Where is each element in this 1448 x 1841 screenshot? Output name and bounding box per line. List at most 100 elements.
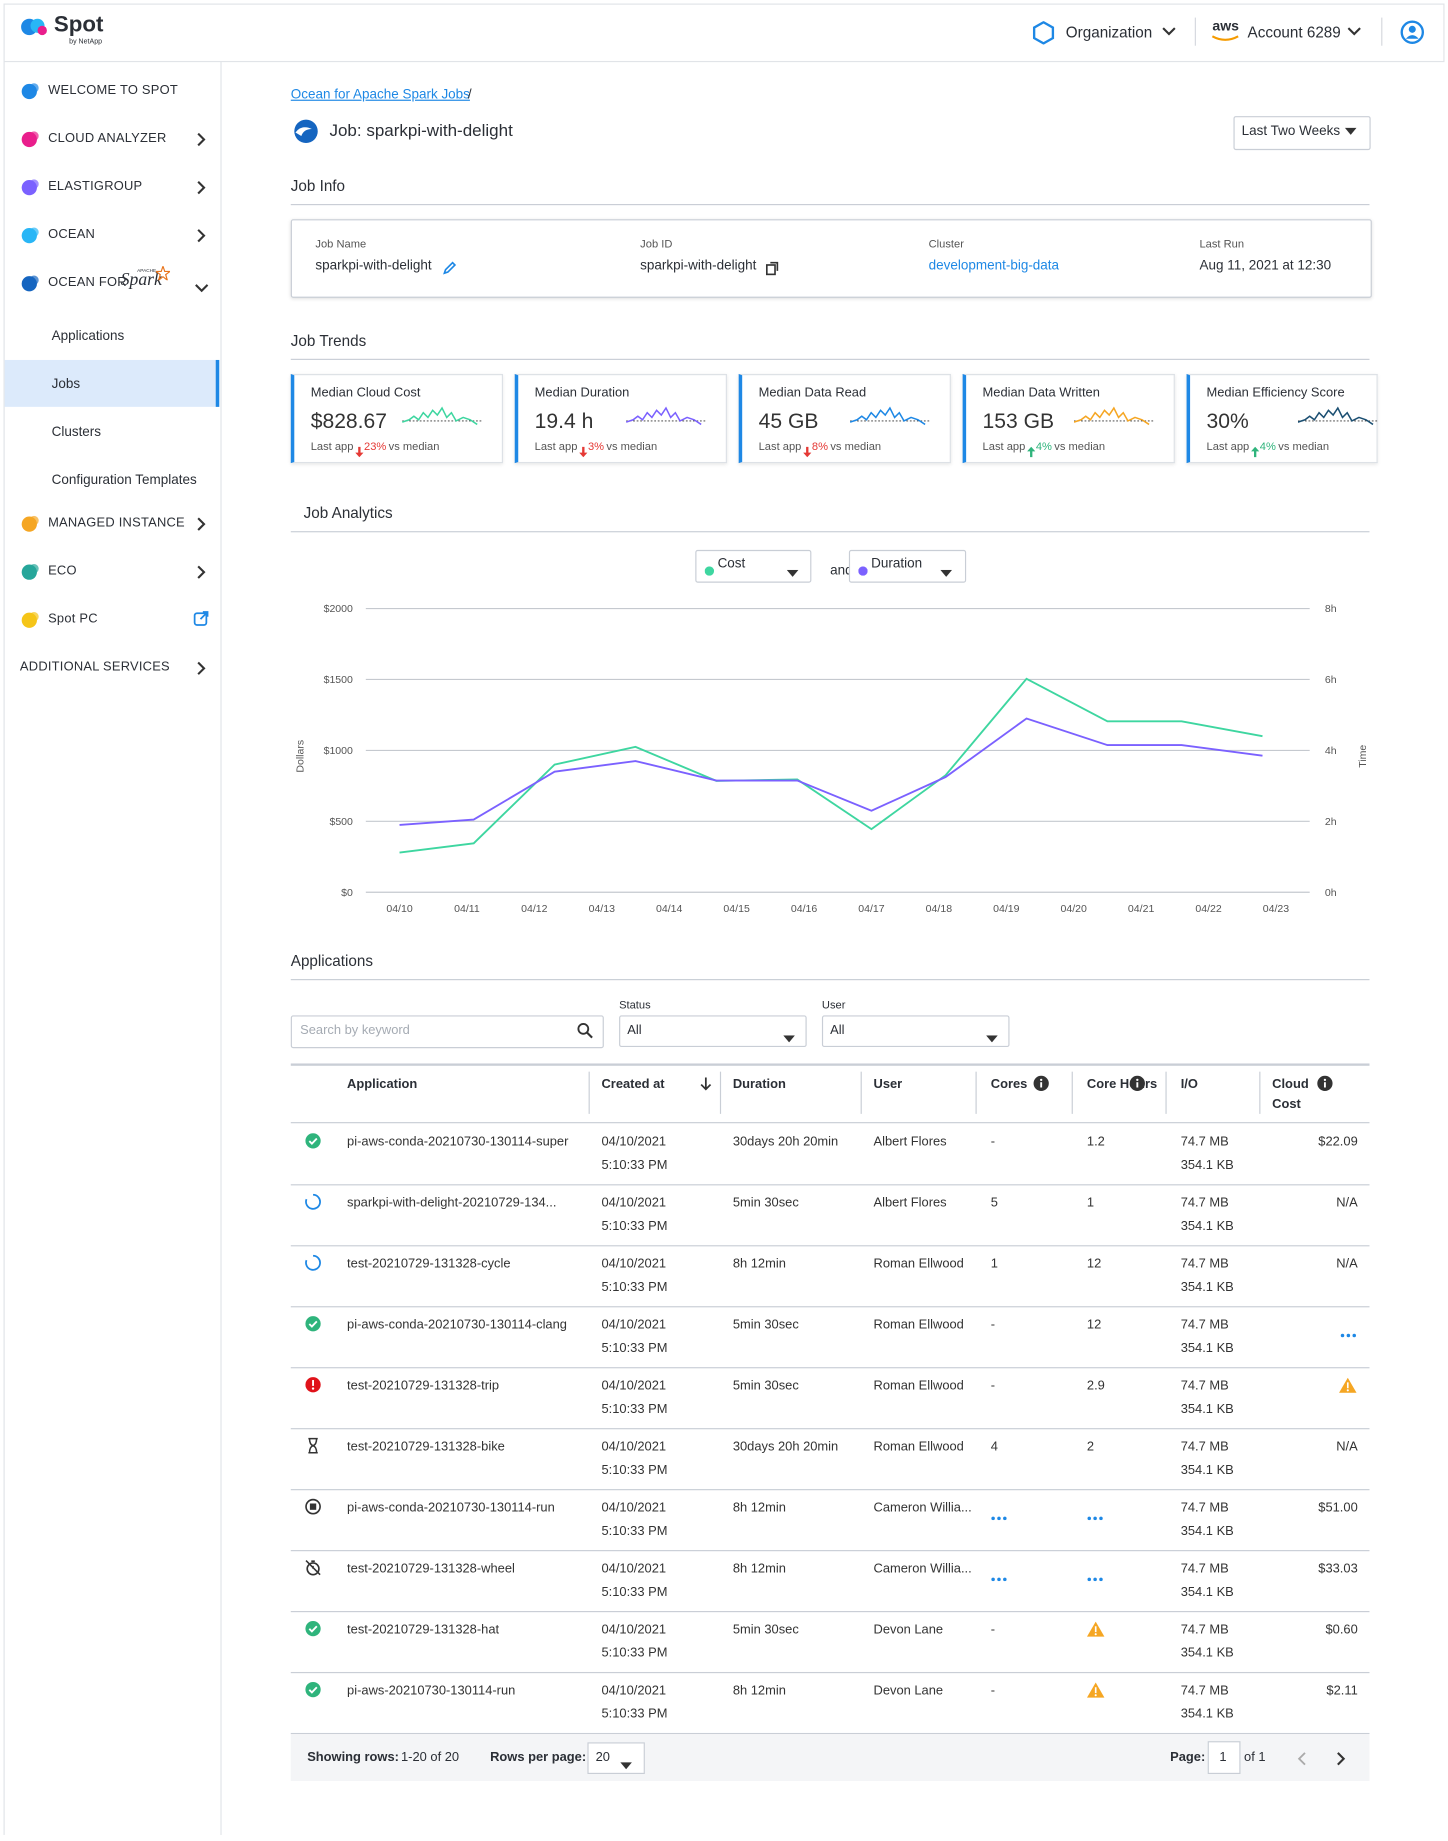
- table-cell: 74.7 MB: [1180, 1378, 1229, 1393]
- nav-item[interactable]: MANAGED INSTANCE: [48, 515, 185, 530]
- nav-item[interactable]: CLOUD ANALYZER: [48, 131, 167, 146]
- table-cell: test-20210729-131328-cycle: [347, 1256, 511, 1271]
- table-cell: pi-aws-conda-20210730-130114-super: [347, 1134, 569, 1150]
- table-cell: pi-aws-conda-20210730-130114-clang: [347, 1317, 567, 1332]
- y2-tick-label: 2h: [1325, 816, 1337, 828]
- table-cell: test-20210729-131328-bike: [347, 1439, 505, 1454]
- x-tick-label: 04/15: [723, 903, 750, 915]
- range-select[interactable]: [1233, 116, 1371, 151]
- column-header: Cloud Cost: [1272, 1077, 1309, 1112]
- org-selector[interactable]: Organization: [1065, 23, 1153, 42]
- prev-page: [1297, 1751, 1306, 1772]
- chevron: [197, 227, 206, 248]
- org-icon: [1032, 21, 1055, 45]
- nav-item[interactable]: ADDITIONAL SERVICES: [19, 660, 170, 675]
- table-cell: 12: [1086, 1256, 1102, 1271]
- card-change: 3%: [587, 440, 605, 454]
- trend-arrow: [1027, 442, 1036, 463]
- spark-logo: Spark: [120, 270, 162, 290]
- nav-sub-item[interactable]: Jobs: [51, 377, 81, 392]
- breadcrumb[interactable]: Ocean for Apache Spark Jobs: [290, 87, 470, 103]
- status-icon: [305, 1559, 321, 1581]
- table-cell: 74.7 MB: [1180, 1683, 1229, 1698]
- table-cell: N/A: [1336, 1439, 1358, 1454]
- warning-icon: [1338, 1377, 1357, 1399]
- filter-select[interactable]: [619, 1015, 807, 1048]
- table-cell: 354.1 KB: [1180, 1402, 1234, 1417]
- table-cell: 8h 12min: [732, 1500, 786, 1515]
- metric-select[interactable]: [695, 549, 812, 583]
- logo-icon: [21, 18, 47, 36]
- page-input[interactable]: [1207, 1741, 1241, 1774]
- col-divider: [719, 1071, 722, 1114]
- filter-select[interactable]: [821, 1015, 1010, 1048]
- column-header: User: [873, 1077, 903, 1092]
- table-cell: 04/10/2021: [601, 1622, 667, 1637]
- metric-select[interactable]: [848, 549, 967, 583]
- page-title: Job: sparkpi-with-delight: [329, 121, 513, 141]
- card-value: 45 GB: [758, 409, 819, 433]
- y-tick-label: $1000: [324, 745, 353, 757]
- table-cell: 04/10/2021: [601, 1439, 667, 1454]
- nav-item[interactable]: OCEAN FOR: [48, 275, 127, 290]
- nav-sub-item[interactable]: Applications: [51, 329, 125, 344]
- trend-card: [1186, 374, 1378, 464]
- table-cell: 74.7 MB: [1180, 1439, 1229, 1454]
- table-cell: 04/10/2021: [601, 1561, 667, 1576]
- range-value: Last Two Weeks: [1241, 124, 1341, 139]
- status-icon: [305, 1193, 321, 1216]
- table-cell: 354.1 KB: [1180, 1158, 1234, 1173]
- rule: [290, 531, 1370, 533]
- aws-logo: aws: [1212, 17, 1239, 35]
- status-icon: [305, 1437, 321, 1459]
- nav-sub-item[interactable]: Clusters: [51, 425, 102, 440]
- nav-icon: [20, 562, 41, 587]
- table-cell: 74.7 MB: [1180, 1195, 1229, 1211]
- table-cell: Roman Ellwood: [873, 1439, 964, 1454]
- row-divider: [290, 1671, 1370, 1674]
- chevron: [197, 131, 206, 152]
- table-cell: test-20210729-131328-hat: [347, 1622, 500, 1637]
- account-selector[interactable]: Account 6289: [1247, 23, 1341, 42]
- card-change: 23%: [364, 440, 387, 454]
- search-icon: [577, 1023, 593, 1039]
- row-divider: [290, 1306, 1370, 1308]
- table-cell: Albert Flores: [873, 1195, 947, 1211]
- legend-label: Duration: [871, 556, 923, 572]
- nav-item[interactable]: WELCOME TO SPOT: [48, 83, 178, 98]
- col-divider: [975, 1071, 977, 1114]
- per-page-select[interactable]: [587, 1742, 645, 1774]
- table-cell: 354.1 KB: [1180, 1646, 1234, 1661]
- table-cell: -: [990, 1317, 996, 1332]
- nav-item[interactable]: ELASTIGROUP: [48, 179, 143, 194]
- table-cell: 04/10/2021: [601, 1134, 667, 1150]
- card-label: Median Data Read: [758, 385, 867, 400]
- page-of: of 1: [1244, 1750, 1266, 1765]
- table-cell: 354.1 KB: [1180, 1707, 1234, 1722]
- more-icon: [1087, 1566, 1103, 1587]
- footer-label: Rows per page:: [490, 1750, 587, 1765]
- nav-item[interactable]: Spot PC: [48, 612, 98, 627]
- user-icon[interactable]: [1400, 20, 1425, 45]
- table-cell: 5:10:33 PM: [601, 1707, 668, 1722]
- table-cell: 5min 30sec: [732, 1622, 799, 1637]
- filter-value: All: [830, 1023, 845, 1038]
- table-cell: 04/10/2021: [601, 1683, 667, 1698]
- nav-item[interactable]: OCEAN: [48, 227, 96, 242]
- column-header: Application: [347, 1077, 418, 1092]
- x-tick-label: 04/17: [858, 903, 885, 915]
- field-label: Last Run: [1199, 238, 1245, 251]
- chevron: [1162, 27, 1176, 36]
- table-rule: [290, 1063, 1370, 1066]
- nav-sub-item[interactable]: Configuration Templates: [51, 473, 197, 488]
- search-input[interactable]: [290, 1015, 604, 1049]
- field-value[interactable]: development-big-data: [928, 259, 1060, 274]
- card-value: $828.67: [310, 409, 388, 433]
- nav-item[interactable]: ECO: [48, 563, 77, 579]
- table-cell: Devon Lane: [873, 1683, 944, 1698]
- card-label: Median Duration: [534, 385, 630, 400]
- table-cell: 04/10/2021: [601, 1256, 667, 1271]
- table-cell: 354.1 KB: [1180, 1463, 1234, 1478]
- info-icon: [1033, 1075, 1049, 1097]
